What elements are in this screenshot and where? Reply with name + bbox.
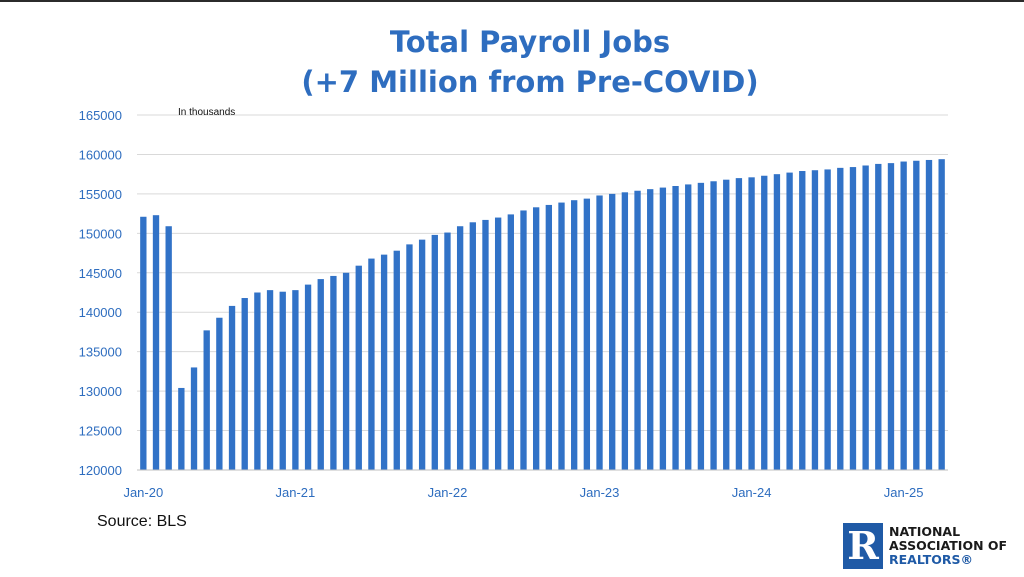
x-tick-label-Jan-20: Jan-20 <box>123 485 163 500</box>
bar-44 <box>697 182 705 470</box>
bar-11 <box>279 291 286 470</box>
chart-title-line-2: (+7 Million from Pre-COVID) <box>301 65 759 99</box>
x-tick-label-Jan-22: Jan-22 <box>428 485 468 500</box>
bar-59 <box>887 163 895 470</box>
bar-57 <box>862 165 869 470</box>
bar-51 <box>786 172 793 471</box>
bar-61 <box>913 160 920 470</box>
bar-29 <box>507 214 514 470</box>
chart-annotation: In thousands <box>178 107 235 118</box>
bar-5 <box>203 330 210 470</box>
x-tick-label-Jan-23: Jan-23 <box>580 485 620 500</box>
bar-20 <box>393 250 400 470</box>
bar-1 <box>152 215 160 470</box>
bar-50 <box>773 174 781 470</box>
bar-41 <box>659 187 667 471</box>
bar-49 <box>761 175 768 470</box>
bar-14 <box>317 279 324 470</box>
bar-30 <box>520 210 527 470</box>
bar-33 <box>558 202 565 471</box>
bar-2 <box>165 226 172 470</box>
logo-line-2: ASSOCIATION OF <box>889 538 1008 553</box>
x-tick-label-Jan-24: Jan-24 <box>732 485 772 500</box>
y-tick-label-145000: 145000 <box>79 266 122 281</box>
bar-3 <box>178 387 185 470</box>
chart-title-line-1: Total Payroll Jobs <box>389 25 671 59</box>
top-border-line <box>0 0 1024 2</box>
bar-36 <box>596 195 603 470</box>
bar-25 <box>456 226 464 470</box>
bar-23 <box>431 234 438 470</box>
bar-26 <box>469 222 476 470</box>
bar-27 <box>482 219 489 470</box>
bar-39 <box>634 190 641 470</box>
bar-31 <box>532 207 540 471</box>
bar-58 <box>875 163 882 470</box>
bar-32 <box>545 204 553 470</box>
bar-35 <box>583 198 591 470</box>
y-tick-label-150000: 150000 <box>79 226 122 241</box>
bar-18 <box>368 258 375 470</box>
bar-47 <box>735 178 743 470</box>
bar-38 <box>621 192 629 471</box>
y-tick-label-120000: 120000 <box>79 463 122 478</box>
bar-62 <box>925 159 933 470</box>
bar-56 <box>849 167 857 471</box>
bar-12 <box>292 290 299 470</box>
chart-title: Total Payroll Jobs (+7 Million from Pre-… <box>0 22 1024 102</box>
bar-34 <box>571 200 578 470</box>
bar-13 <box>304 284 312 470</box>
bar-43 <box>685 184 692 470</box>
bar-8 <box>241 298 248 470</box>
bar-15 <box>330 275 337 470</box>
bar-28 <box>494 217 502 470</box>
logo-wordmark: NATIONAL ASSOCIATION OF REALTORS® <box>889 525 1007 567</box>
x-tick-label-Jan-25: Jan-25 <box>884 485 924 500</box>
logo-line-1: NATIONAL <box>889 524 961 539</box>
bar-54 <box>824 169 831 470</box>
bar-40 <box>647 189 654 470</box>
bar-21 <box>406 244 413 470</box>
bar-55 <box>837 167 844 470</box>
bar-22 <box>418 239 426 470</box>
bar-9 <box>254 292 261 470</box>
y-tick-label-130000: 130000 <box>79 384 122 399</box>
bar-16 <box>342 272 350 470</box>
bar-19 <box>380 254 388 470</box>
bar-6 <box>216 317 223 470</box>
y-tick-label-160000: 160000 <box>79 147 122 162</box>
bar-42 <box>672 186 679 470</box>
y-tick-label-125000: 125000 <box>79 424 122 439</box>
bar-52 <box>799 171 806 470</box>
bar-60 <box>900 161 907 471</box>
bar-45 <box>710 181 717 470</box>
x-tick-label-Jan-21: Jan-21 <box>276 485 316 500</box>
nar-logo: R NATIONAL ASSOCIATION OF REALTORS® <box>843 523 1023 569</box>
bar-17 <box>355 265 362 470</box>
bar-0 <box>140 216 147 470</box>
bar-48 <box>748 177 755 471</box>
bar-4 <box>190 367 198 470</box>
y-tick-label-135000: 135000 <box>79 345 122 360</box>
y-tick-label-155000: 155000 <box>79 187 122 202</box>
bar-24 <box>444 232 451 470</box>
y-tick-label-165000: 165000 <box>79 108 122 123</box>
bar-53 <box>811 170 819 470</box>
bar-10 <box>266 290 274 470</box>
bar-46 <box>723 179 730 470</box>
realtor-r-logo-icon: R <box>843 523 883 569</box>
bar-63 <box>938 159 945 470</box>
y-tick-label-140000: 140000 <box>79 305 122 320</box>
bar-37 <box>609 193 616 470</box>
logo-line-3: REALTORS® <box>889 552 974 567</box>
source-note: Source: BLS <box>97 513 187 530</box>
bar-7 <box>228 305 236 470</box>
